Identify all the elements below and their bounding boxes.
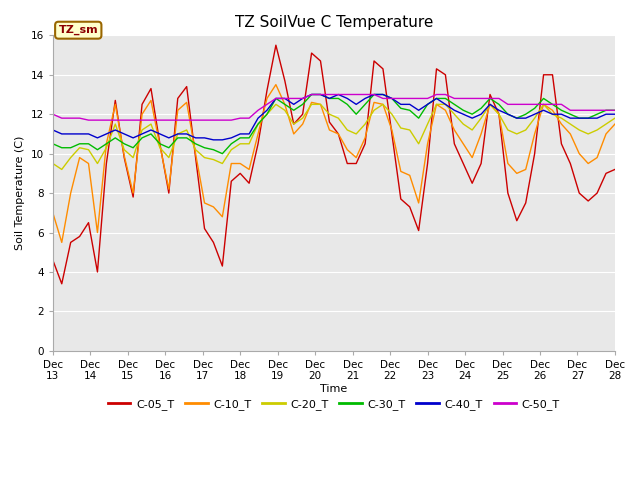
C-50_T — [49, 111, 57, 117]
C-10_T — [129, 190, 137, 196]
C-20_T — [299, 115, 307, 121]
C-10_T — [299, 121, 307, 127]
Line: C-30_T: C-30_T — [53, 95, 615, 154]
C-05_T — [49, 257, 57, 263]
C-40_T — [379, 92, 387, 97]
C-20_T — [58, 167, 65, 172]
C-20_T — [129, 155, 137, 160]
C-30_T — [218, 151, 226, 156]
Legend: C-05_T, C-10_T, C-20_T, C-30_T, C-40_T, C-50_T: C-05_T, C-10_T, C-20_T, C-30_T, C-40_T, … — [104, 395, 564, 415]
C-30_T — [49, 141, 57, 147]
Line: C-40_T: C-40_T — [53, 95, 615, 140]
C-10_T — [272, 82, 280, 87]
C-50_T — [344, 92, 351, 97]
C-20_T — [611, 115, 619, 121]
C-05_T — [424, 161, 431, 167]
C-50_T — [433, 92, 440, 97]
C-50_T — [424, 96, 431, 101]
C-40_T — [308, 92, 316, 97]
C-50_T — [84, 117, 92, 123]
X-axis label: Time: Time — [320, 384, 348, 394]
Line: C-05_T: C-05_T — [53, 45, 615, 284]
Line: C-10_T: C-10_T — [53, 84, 615, 242]
C-30_T — [120, 141, 128, 147]
C-20_T — [433, 101, 440, 107]
C-30_T — [344, 101, 351, 107]
C-50_T — [379, 96, 387, 101]
C-05_T — [129, 194, 137, 200]
C-10_T — [433, 101, 440, 107]
C-05_T — [379, 66, 387, 72]
C-40_T — [209, 137, 217, 143]
C-50_T — [129, 117, 137, 123]
C-40_T — [433, 96, 440, 101]
Title: TZ SoilVue C Temperature: TZ SoilVue C Temperature — [235, 15, 433, 30]
C-40_T — [344, 96, 351, 101]
C-10_T — [379, 101, 387, 107]
C-30_T — [424, 101, 431, 107]
C-20_T — [49, 161, 57, 167]
Line: C-50_T: C-50_T — [53, 95, 615, 120]
C-10_T — [49, 210, 57, 216]
C-10_T — [58, 240, 65, 245]
C-30_T — [379, 92, 387, 97]
C-05_T — [611, 167, 619, 172]
C-50_T — [308, 92, 316, 97]
Line: C-20_T: C-20_T — [53, 104, 615, 169]
C-20_T — [379, 101, 387, 107]
C-40_T — [49, 127, 57, 133]
C-30_T — [611, 108, 619, 113]
C-50_T — [611, 108, 619, 113]
C-05_T — [344, 161, 351, 167]
C-30_T — [290, 108, 298, 113]
C-30_T — [433, 96, 440, 101]
C-10_T — [424, 141, 431, 147]
C-20_T — [424, 121, 431, 127]
C-20_T — [344, 127, 351, 133]
Text: TZ_sm: TZ_sm — [58, 25, 98, 36]
Y-axis label: Soil Temperature (C): Soil Temperature (C) — [15, 136, 25, 250]
C-40_T — [611, 111, 619, 117]
C-20_T — [272, 101, 280, 107]
C-05_T — [433, 66, 440, 72]
C-40_T — [120, 131, 128, 137]
C-50_T — [290, 96, 298, 101]
C-10_T — [344, 147, 351, 153]
C-05_T — [272, 42, 280, 48]
C-40_T — [290, 101, 298, 107]
C-10_T — [611, 121, 619, 127]
C-40_T — [424, 101, 431, 107]
C-05_T — [299, 111, 307, 117]
C-05_T — [58, 281, 65, 287]
C-30_T — [308, 92, 316, 97]
